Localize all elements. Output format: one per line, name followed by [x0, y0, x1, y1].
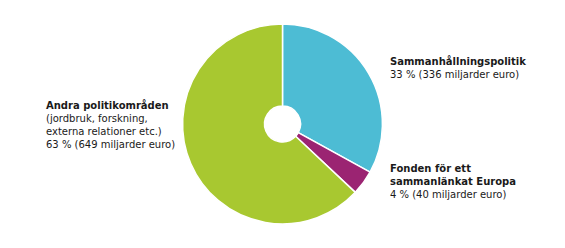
svg-text:Sammanhållningspolitik33 % (33: Sammanhållningspolitik33 % (336 miljarde…: [390, 55, 526, 80]
svg-text:Fonden för ettsammanlänkat Eur: Fonden för ettsammanlänkat Europa4 % (40…: [390, 163, 516, 200]
svg-text:Andra politikområden(jordbruk,: Andra politikområden(jordbruk, forskning…: [46, 99, 175, 150]
